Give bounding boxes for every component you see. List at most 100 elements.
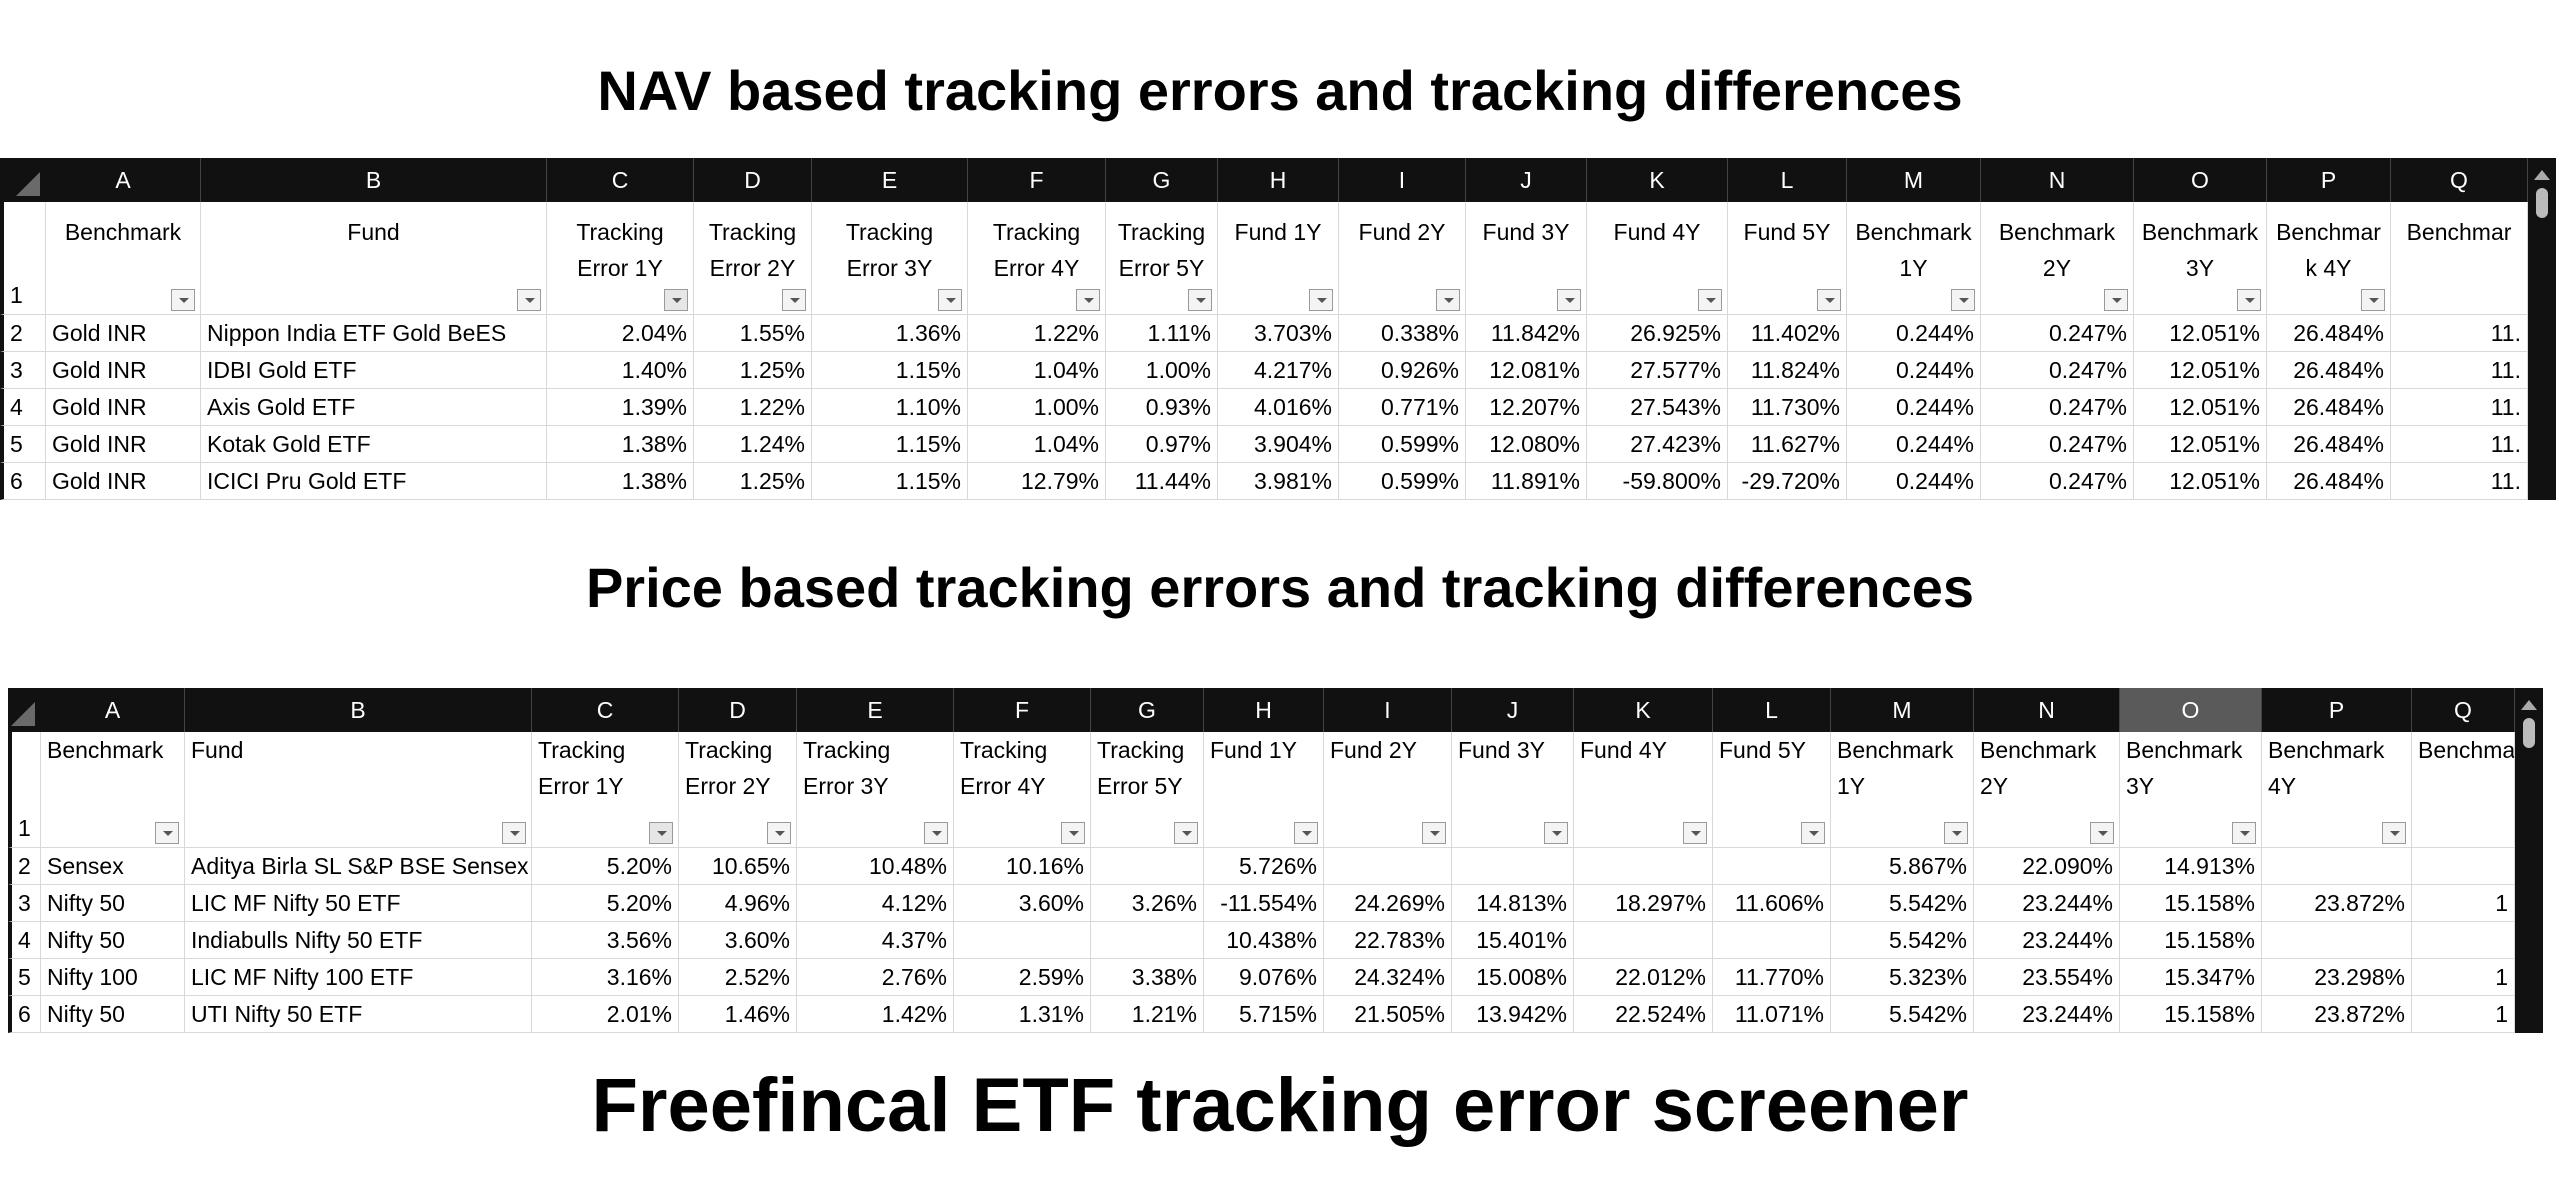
- column-letter[interactable]: E: [797, 688, 954, 732]
- footer-title: Freefincal ETF tracking error screener: [591, 1063, 1969, 1148]
- column-letter[interactable]: H: [1218, 158, 1339, 202]
- filter-button[interactable]: [1557, 289, 1581, 311]
- filter-button[interactable]: [1076, 289, 1100, 311]
- row-number[interactable]: 2: [8, 848, 41, 885]
- column-letter[interactable]: D: [679, 688, 797, 732]
- filter-button[interactable]: [1422, 822, 1446, 844]
- column-letter[interactable]: B: [201, 158, 547, 202]
- row-number[interactable]: 1: [0, 202, 46, 315]
- row-number[interactable]: 1: [8, 732, 41, 848]
- column-letter[interactable]: O: [2134, 158, 2267, 202]
- column-letter[interactable]: Q: [2412, 688, 2515, 732]
- value-cell: 26.484%: [2267, 389, 2391, 426]
- row-number[interactable]: 2: [0, 315, 46, 352]
- filter-button[interactable]: [1174, 822, 1198, 844]
- filter-button[interactable]: [1698, 289, 1722, 311]
- filter-button[interactable]: [1294, 822, 1318, 844]
- header-cell: Tracking Error 1Y: [547, 202, 694, 315]
- filter-button[interactable]: [767, 822, 791, 844]
- filter-button[interactable]: [1436, 289, 1460, 311]
- column-letter[interactable]: G: [1106, 158, 1218, 202]
- row-number[interactable]: 3: [8, 885, 41, 922]
- column-letter[interactable]: I: [1324, 688, 1452, 732]
- filter-button[interactable]: [1683, 822, 1707, 844]
- vertical-scrollbar[interactable]: [2515, 688, 2543, 1033]
- column-letter[interactable]: N: [1974, 688, 2120, 732]
- column-letter[interactable]: M: [1847, 158, 1981, 202]
- filter-button[interactable]: [1061, 822, 1085, 844]
- column-letter[interactable]: E: [812, 158, 968, 202]
- column-letter[interactable]: K: [1574, 688, 1713, 732]
- filter-button[interactable]: [502, 822, 526, 844]
- value-cell: 0.244%: [1847, 426, 1981, 463]
- filter-button[interactable]: [1188, 289, 1212, 311]
- filter-button[interactable]: [1951, 289, 1975, 311]
- value-cell: 12.051%: [2134, 426, 2267, 463]
- column-letter[interactable]: F: [968, 158, 1106, 202]
- text-cell: Sensex: [41, 848, 185, 885]
- filter-button[interactable]: [649, 822, 673, 844]
- value-cell: 3.981%: [1218, 463, 1339, 500]
- filter-button[interactable]: [1944, 822, 1968, 844]
- value-cell: 12.79%: [968, 463, 1106, 500]
- row-number[interactable]: 6: [0, 463, 46, 500]
- column-letter[interactable]: A: [41, 688, 185, 732]
- select-all[interactable]: [8, 688, 41, 732]
- filter-button[interactable]: [2232, 822, 2256, 844]
- column-letter[interactable]: O: [2120, 688, 2262, 732]
- header-cell: Tracking Error 1Y: [532, 732, 679, 848]
- vertical-scrollbar[interactable]: [2528, 158, 2556, 500]
- column-letter[interactable]: D: [694, 158, 812, 202]
- column-letter[interactable]: N: [1981, 158, 2134, 202]
- row-number[interactable]: 4: [8, 922, 41, 959]
- column-letter[interactable]: F: [954, 688, 1091, 732]
- value-cell: 3.60%: [954, 885, 1091, 922]
- header-cell: Fund 5Y: [1713, 732, 1831, 848]
- row-number[interactable]: 4: [0, 389, 46, 426]
- value-cell: 23.872%: [2262, 996, 2412, 1033]
- filter-button[interactable]: [517, 289, 541, 311]
- column-letter[interactable]: C: [547, 158, 694, 202]
- filter-button[interactable]: [2382, 822, 2406, 844]
- row-number[interactable]: 5: [0, 426, 46, 463]
- filter-button[interactable]: [938, 289, 962, 311]
- column-letter[interactable]: J: [1452, 688, 1574, 732]
- column-letter[interactable]: B: [185, 688, 532, 732]
- filter-button[interactable]: [2361, 289, 2385, 311]
- row-number[interactable]: 6: [8, 996, 41, 1033]
- filter-button[interactable]: [2104, 289, 2128, 311]
- filter-button[interactable]: [171, 289, 195, 311]
- filter-button[interactable]: [924, 822, 948, 844]
- column-letter[interactable]: J: [1466, 158, 1587, 202]
- column-letter[interactable]: P: [2267, 158, 2391, 202]
- column-letter[interactable]: M: [1831, 688, 1974, 732]
- column-letter[interactable]: C: [532, 688, 679, 732]
- text-cell: Aditya Birla SL S&P BSE Sensex: [185, 848, 532, 885]
- value-cell: 0.244%: [1847, 463, 1981, 500]
- column-letter[interactable]: H: [1204, 688, 1324, 732]
- row-number[interactable]: 3: [0, 352, 46, 389]
- column-letter[interactable]: G: [1091, 688, 1204, 732]
- header-cell: Benchmark 3Y: [2134, 202, 2267, 315]
- value-cell: 3.38%: [1091, 959, 1204, 996]
- filter-button[interactable]: [782, 289, 806, 311]
- filter-button[interactable]: [1544, 822, 1568, 844]
- select-all[interactable]: [0, 158, 46, 202]
- column-letter[interactable]: P: [2262, 688, 2412, 732]
- filter-button[interactable]: [1817, 289, 1841, 311]
- column-letter[interactable]: L: [1728, 158, 1847, 202]
- filter-button[interactable]: [1309, 289, 1333, 311]
- column-letter[interactable]: K: [1587, 158, 1728, 202]
- row-number[interactable]: 5: [8, 959, 41, 996]
- column-letter[interactable]: I: [1339, 158, 1466, 202]
- filter-button[interactable]: [2237, 289, 2261, 311]
- filter-button[interactable]: [2090, 822, 2114, 844]
- column-letter[interactable]: Q: [2391, 158, 2528, 202]
- column-letter[interactable]: A: [46, 158, 201, 202]
- value-cell: 26.484%: [2267, 426, 2391, 463]
- column-letter[interactable]: L: [1713, 688, 1831, 732]
- filter-button[interactable]: [155, 822, 179, 844]
- value-cell: 1.38%: [547, 463, 694, 500]
- filter-button[interactable]: [664, 289, 688, 311]
- filter-button[interactable]: [1801, 822, 1825, 844]
